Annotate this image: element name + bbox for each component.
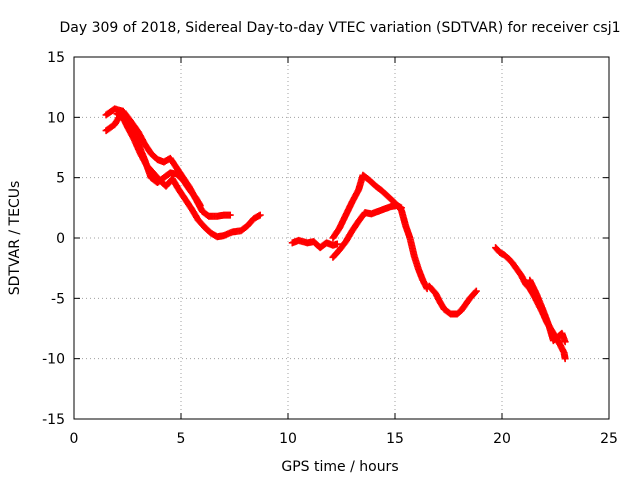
y-tick-label: -5 — [51, 291, 65, 307]
axis-ticks: 0 5 10 15 20 25 -15 -10 -5 0 5 10 15 — [42, 50, 618, 447]
series-arc-2a — [288, 236, 341, 252]
y-tick-label: 5 — [56, 171, 65, 187]
series-arc-3b — [526, 276, 569, 346]
y-tick-label: -15 — [42, 412, 65, 428]
x-tick-label: 20 — [493, 431, 511, 447]
chart-title: Day 309 of 2018, Sidereal Day-to-day VTE… — [59, 20, 620, 36]
data-point — [196, 201, 204, 209]
series-arc-3 — [492, 244, 569, 363]
data-point — [256, 211, 264, 219]
grid — [74, 57, 609, 419]
data-point — [561, 355, 569, 363]
y-tick-label: 10 — [47, 110, 65, 126]
series-arc-2b — [329, 201, 405, 261]
data-point — [226, 211, 234, 219]
y-tick-label: 0 — [56, 231, 65, 247]
x-tick-label: 10 — [279, 431, 297, 447]
series-arc-2d — [425, 282, 480, 318]
x-tick-label: 15 — [386, 431, 404, 447]
series-arc-2c — [329, 171, 431, 293]
data-points — [102, 105, 569, 363]
data-point — [333, 240, 341, 248]
x-axis-label: GPS time / hours — [281, 459, 398, 475]
data-point — [472, 287, 480, 295]
x-tick-label: 0 — [70, 431, 79, 447]
data-point — [471, 288, 479, 296]
series-arc-1c — [113, 110, 204, 209]
y-tick-label: 15 — [47, 50, 65, 66]
x-tick-label: 25 — [600, 431, 618, 447]
y-tick-label: -10 — [42, 352, 65, 368]
x-tick-label: 5 — [177, 431, 186, 447]
data-point — [561, 338, 569, 346]
y-axis-label: SDTVAR / TECUs — [7, 181, 23, 296]
